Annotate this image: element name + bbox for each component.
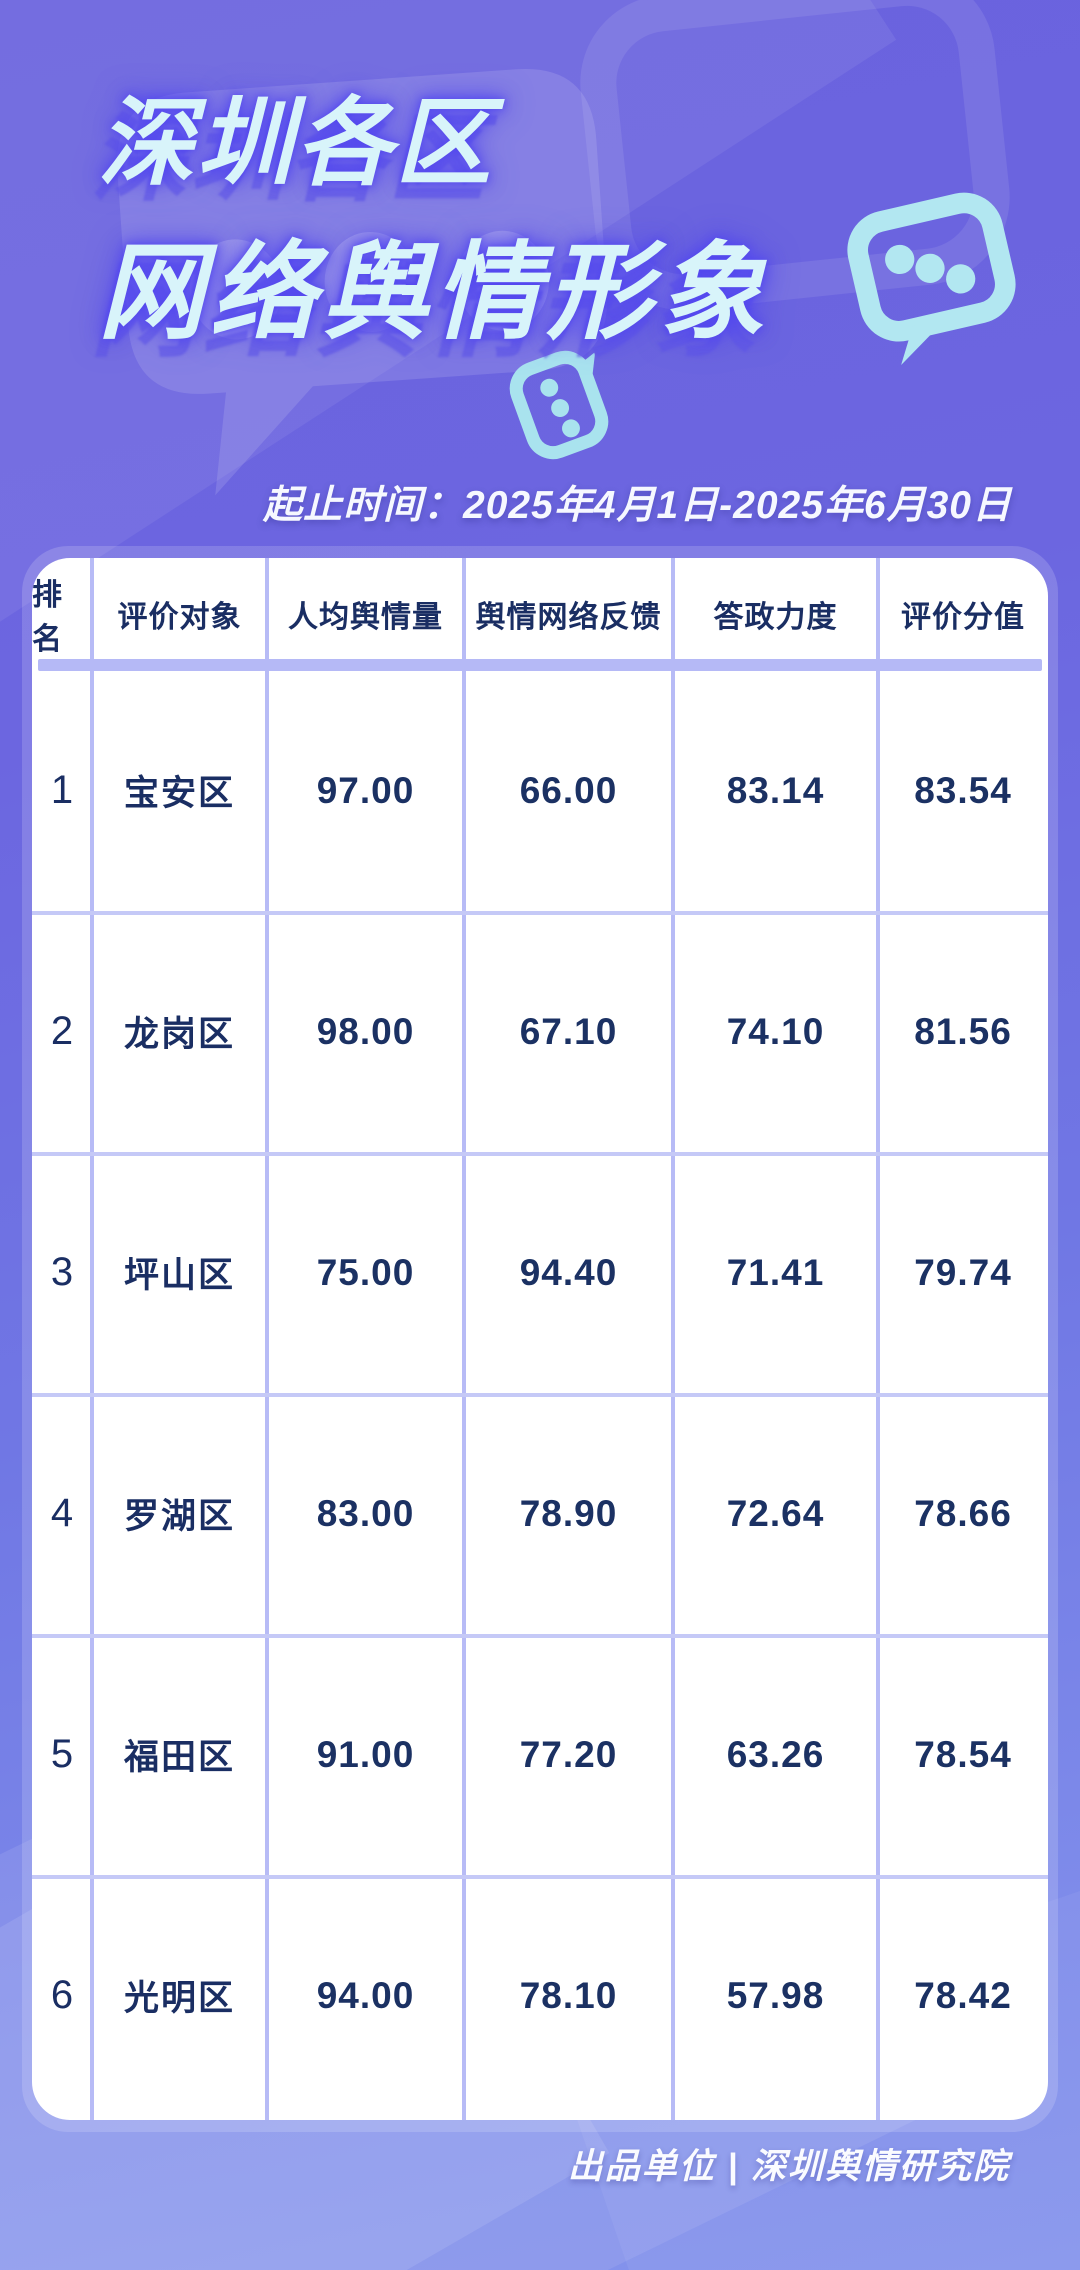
score-cell: 81.56 (914, 1010, 1012, 1052)
rank-cell: 2 (50, 1009, 74, 1053)
title-line-2: 网络舆情形象 (98, 234, 770, 352)
column-divider (671, 558, 675, 2120)
rank-cell: 6 (50, 1973, 74, 2017)
column-divider (265, 558, 269, 2120)
header-volume: 人均舆情量 (288, 601, 443, 634)
volume-cell: 97.00 (316, 769, 415, 811)
feedback-cell: 66.00 (519, 769, 618, 811)
header-response: 答政力度 (713, 601, 838, 634)
rank-cell: 1 (50, 768, 74, 812)
volume-cell: 75.00 (316, 1251, 415, 1293)
volume-cell: 83.00 (316, 1492, 415, 1534)
header-score: 评价分值 (901, 601, 1025, 634)
feedback-cell: 78.10 (519, 1974, 618, 2016)
row-divider (32, 1152, 1048, 1156)
score-cell: 78.66 (914, 1492, 1012, 1534)
score-cell: 79.74 (914, 1251, 1012, 1293)
page-title: 深圳各区 网络舆情形象 (98, 90, 770, 352)
feedback-cell: 78.90 (519, 1492, 618, 1534)
ranking-table: 排名 评价对象 人均舆情量 舆情网络反馈 答政力度 评价分值 1 宝安区 97.… (32, 558, 1048, 2120)
score-cell: 83.54 (914, 769, 1012, 811)
district-cell: 宝安区 (123, 774, 235, 813)
row-divider (32, 911, 1048, 915)
response-cell: 72.64 (726, 1492, 825, 1534)
rank-cell: 3 (50, 1250, 74, 1294)
producer-credit: 出品单位 | 深圳舆情研究院 (567, 2147, 1010, 2186)
district-cell: 福田区 (123, 1738, 235, 1777)
district-cell: 龙岗区 (123, 1015, 235, 1054)
speech-bubble-watermark-icon (117, 68, 608, 496)
column-divider (462, 558, 466, 2120)
table-card: 排名 评价对象 人均舆情量 舆情网络反馈 答政力度 评价分值 1 宝安区 97.… (32, 558, 1048, 2120)
row-divider (32, 1393, 1048, 1397)
table-card-frame: 排名 评价对象 人均舆情量 舆情网络反馈 答政力度 评价分值 1 宝安区 97.… (22, 546, 1058, 2132)
row-divider (32, 1634, 1048, 1638)
speech-bubble-small-icon (509, 350, 609, 460)
volume-cell: 98.00 (316, 1010, 415, 1052)
district-cell: 坪山区 (123, 1256, 235, 1295)
response-cell: 74.10 (726, 1010, 825, 1052)
header-divider-bar (38, 659, 1042, 671)
speech-bubble-cyan-icon (847, 192, 1016, 366)
header-feedback: 舆情网络反馈 (475, 601, 662, 634)
title-line-1: 深圳各区 (98, 90, 494, 197)
response-cell: 57.98 (726, 1974, 825, 2016)
header-rank: 排名 (32, 579, 63, 656)
rank-cell: 4 (50, 1491, 74, 1535)
column-divider (876, 558, 880, 2120)
row-divider (32, 1875, 1048, 1879)
response-cell: 63.26 (726, 1733, 825, 1775)
header-district: 评价对象 (117, 601, 242, 634)
speech-bubble-outline-icon (580, 0, 1010, 311)
district-cell: 罗湖区 (123, 1497, 235, 1536)
feedback-cell: 67.10 (519, 1010, 618, 1052)
response-cell: 83.14 (726, 769, 825, 811)
column-divider (90, 558, 94, 2120)
district-cell: 光明区 (123, 1979, 235, 2018)
rank-cell: 5 (50, 1732, 74, 1776)
score-cell: 78.42 (914, 1974, 1012, 2016)
score-cell: 78.54 (914, 1733, 1012, 1775)
response-cell: 71.41 (726, 1251, 825, 1293)
feedback-cell: 77.20 (519, 1733, 618, 1775)
volume-cell: 91.00 (316, 1733, 415, 1775)
date-range-label: 起止时间：2025年4月1日-2025年6月30日 (263, 484, 1012, 527)
feedback-cell: 94.40 (519, 1251, 618, 1293)
volume-cell: 94.00 (316, 1974, 415, 2016)
